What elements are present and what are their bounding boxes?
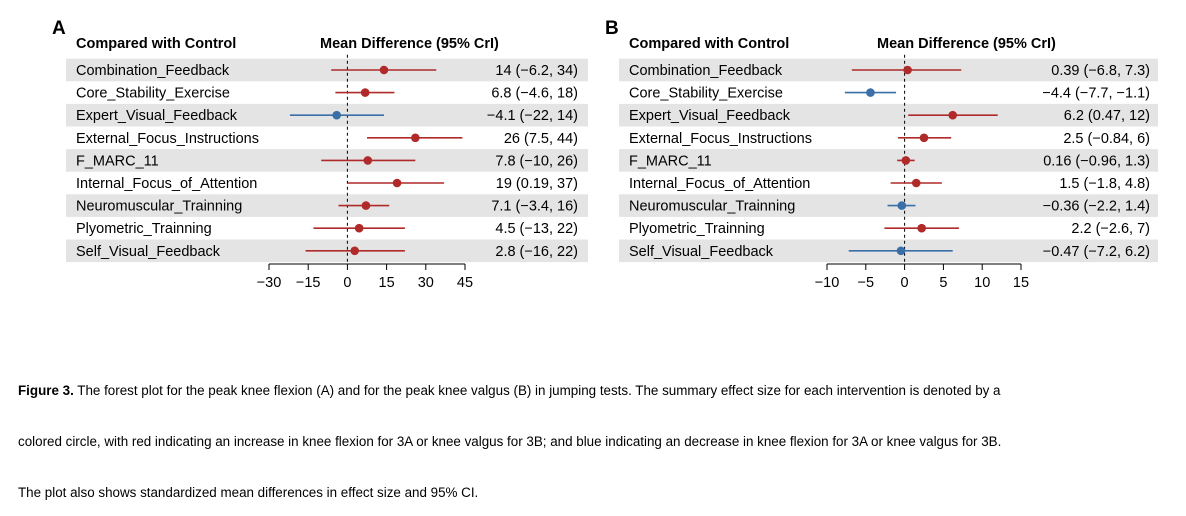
- row-label: Combination_Feedback: [76, 63, 230, 79]
- forest-panel-a: A Compared with Control Mean Difference (9…: [52, 18, 588, 291]
- effect-point: [350, 246, 360, 256]
- row-label: Neuromuscular_Trainning: [629, 199, 795, 215]
- effect-point: [392, 178, 402, 188]
- effect-point: [896, 246, 906, 256]
- row-label: Internal_Focus_of_Attention: [629, 176, 810, 192]
- row-label: Internal_Focus_of_Attention: [76, 176, 257, 192]
- forest-plot-figure: A Compared with Control Mean Difference (9…: [52, 18, 1158, 291]
- row-label: Core_Stability_Exercise: [629, 86, 783, 102]
- row-label: Expert_Visual_Feedback: [629, 108, 791, 124]
- x-tick-label: 0: [343, 275, 351, 291]
- row-stripe: [619, 103, 1158, 127]
- row-label: Core_Stability_Exercise: [76, 86, 230, 102]
- effect-point: [903, 65, 912, 75]
- effect-point: [361, 201, 371, 210]
- effect-point: [411, 133, 420, 143]
- row-estimate-text: 1.5 (−1.8, 4.8): [1059, 176, 1150, 192]
- row-estimate-text: 0.39 (−6.8, 7.3): [1051, 63, 1150, 79]
- column-header-comparison: Compared with Control: [76, 36, 236, 52]
- x-tick-label: −15: [296, 275, 321, 291]
- x-tick-label: 5: [939, 275, 947, 291]
- row-estimate-text: 14 (−6.2, 34): [495, 63, 578, 79]
- row-label: Self_Visual_Feedback: [76, 244, 221, 260]
- effect-point: [917, 223, 926, 233]
- effect-point: [354, 223, 364, 233]
- row-estimate-text: −0.36 (−2.2, 1.4): [1043, 199, 1150, 215]
- x-tick-label: 45: [457, 275, 473, 291]
- row-estimate-text: 0.16 (−0.96, 1.3): [1043, 153, 1150, 169]
- row-label: Plyometric_Trainning: [76, 221, 212, 237]
- row-estimate-text: 4.5 (−13, 22): [495, 221, 578, 237]
- row-label: Plyometric_Trainning: [629, 221, 765, 237]
- row-label: Expert_Visual_Feedback: [76, 108, 238, 124]
- effect-point: [379, 65, 389, 75]
- row-estimate-text: −0.47 (−7.2, 6.2): [1043, 244, 1150, 260]
- x-tick-label: 15: [379, 275, 395, 291]
- row-estimate-text: 26 (7.5, 44): [504, 131, 578, 147]
- effect-point: [897, 201, 907, 210]
- effect-point: [332, 110, 341, 120]
- row-label: Self_Visual_Feedback: [629, 244, 774, 260]
- x-tick-label: 15: [1013, 275, 1029, 291]
- row-estimate-text: 19 (0.19, 37): [496, 176, 578, 192]
- row-stripe: [66, 194, 588, 217]
- caption-figure-label: Figure 3.: [18, 383, 74, 398]
- column-header-comparison: Compared with Control: [629, 36, 789, 52]
- row-label: External_Focus_Instructions: [629, 131, 812, 147]
- row-label: Neuromuscular_Trainning: [76, 199, 242, 215]
- row-estimate-text: 2.2 (−2.6, 7): [1071, 221, 1150, 237]
- row-estimate-text: −4.1 (−22, 14): [487, 108, 578, 124]
- caption-line-3: The plot also shows standardized mean di…: [18, 485, 479, 500]
- row-stripe: [619, 149, 1158, 172]
- row-estimate-text: 7.8 (−10, 26): [495, 153, 578, 169]
- x-tick-label: 0: [901, 275, 909, 291]
- x-tick-label: −5: [858, 275, 875, 291]
- row-label: External_Focus_Instructions: [76, 131, 259, 147]
- panel-label: A: [52, 18, 66, 39]
- caption-text-1: The forest plot for the peak knee flexio…: [73, 383, 1001, 398]
- row-label: F_MARC_11: [76, 153, 159, 169]
- panel-label: B: [605, 18, 619, 39]
- x-tick-label: 30: [418, 275, 434, 291]
- x-tick-label: 10: [974, 275, 990, 291]
- effect-point: [919, 133, 929, 143]
- row-estimate-text: 7.1 (−3.4, 16): [491, 199, 578, 215]
- effect-point: [911, 178, 921, 188]
- effect-point: [360, 88, 370, 97]
- row-estimate-text: 2.8 (−16, 22): [495, 244, 578, 260]
- caption-line-1: Figure 3. The forest plot for the peak k…: [18, 383, 1178, 398]
- row-estimate-text: 6.2 (0.47, 12): [1064, 108, 1150, 124]
- caption-line-2: colored circle, with red indicating an i…: [18, 434, 1002, 449]
- row-label: Combination_Feedback: [629, 63, 783, 79]
- row-estimate-text: 2.5 (−0.84, 6): [1063, 131, 1150, 147]
- effect-point: [363, 156, 373, 165]
- row-estimate-text: 6.8 (−4.6, 18): [491, 86, 578, 102]
- x-tick-label: −30: [257, 275, 282, 291]
- row-label: F_MARC_11: [629, 153, 712, 169]
- column-header-mean-difference: Mean Difference (95% CrI): [320, 36, 499, 52]
- effect-point: [866, 88, 875, 97]
- column-header-mean-difference: Mean Difference (95% CrI): [877, 36, 1056, 52]
- forest-panel-b: B Compared with Control Mean Difference (9…: [605, 18, 1158, 291]
- effect-point: [948, 110, 958, 120]
- effect-point: [901, 156, 911, 165]
- row-stripe: [66, 58, 588, 82]
- row-estimate-text: −4.4 (−7.7, −1.1): [1042, 86, 1150, 102]
- x-tick-label: −10: [815, 275, 840, 291]
